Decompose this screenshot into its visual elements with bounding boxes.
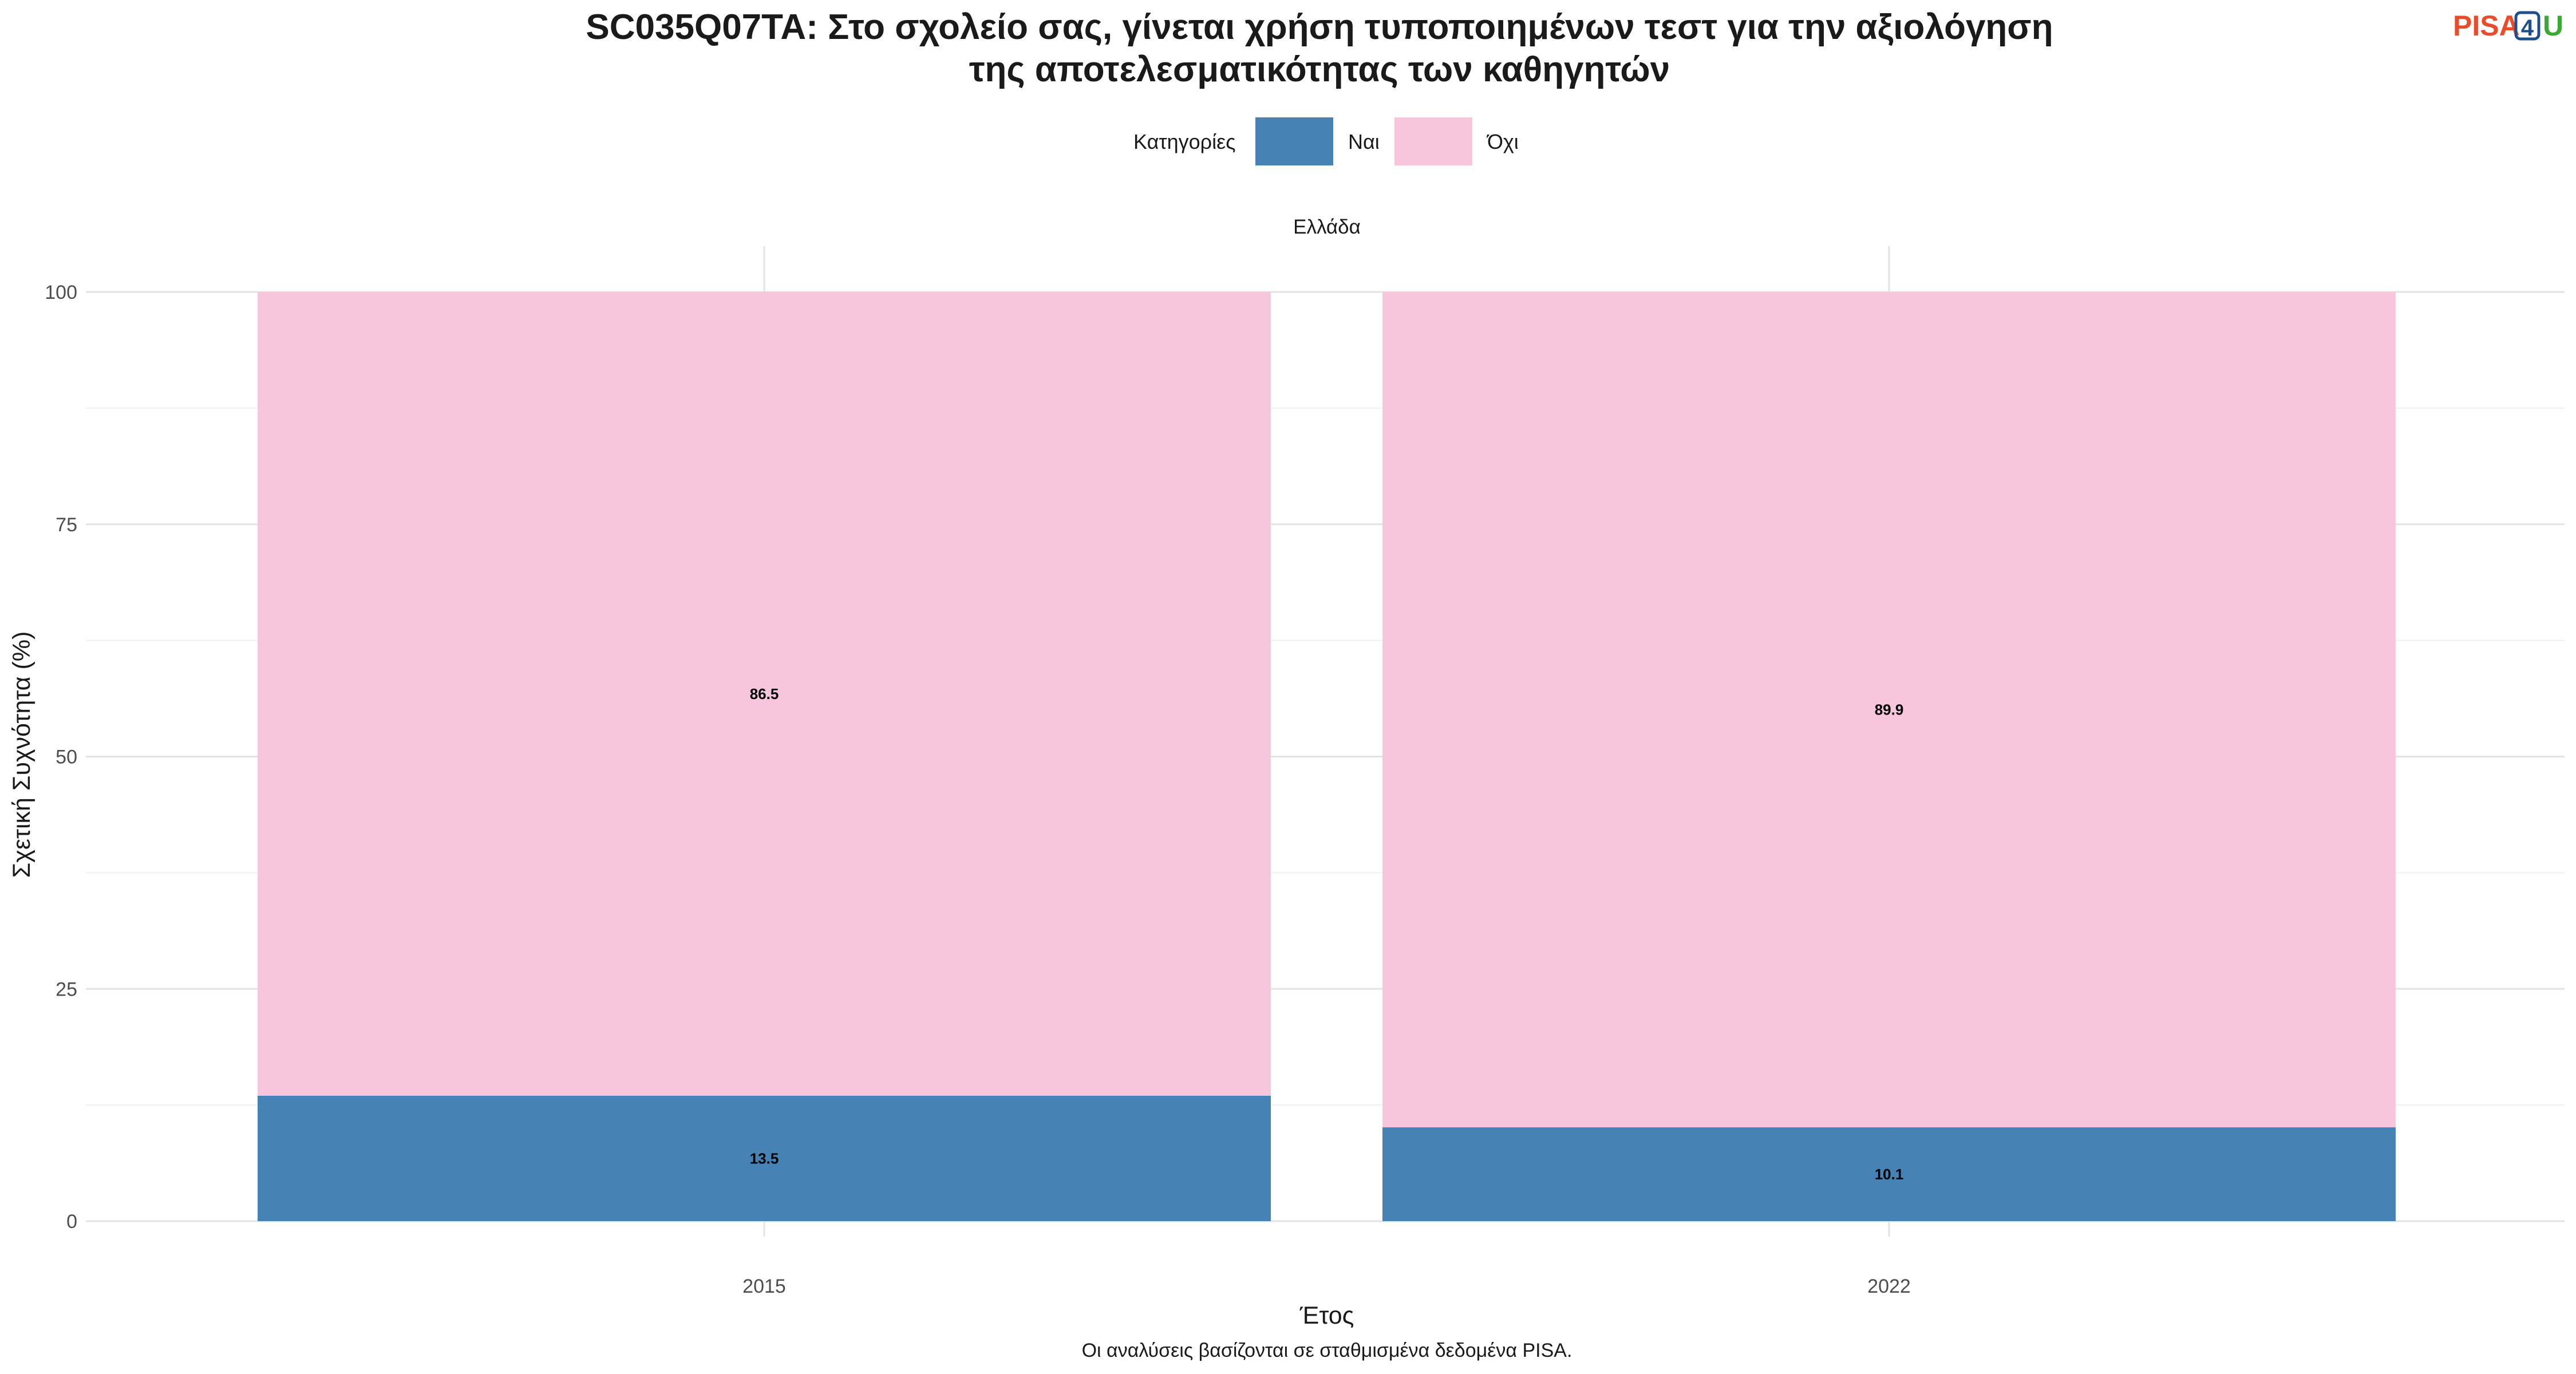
y-tick-label: 100: [45, 282, 77, 303]
data-label-2015-nai: 13.5: [750, 1150, 779, 1167]
bar-2015-nai: [258, 1095, 1271, 1221]
facet-label: Ελλάδα: [1293, 216, 1361, 238]
logo-pisa-text: PISA: [2453, 10, 2520, 42]
bar-2022-ochi: [1382, 292, 2396, 1128]
caption: Οι αναλύσεις βασίζονται σε σταθμισμένα δ…: [1082, 1340, 1573, 1361]
bars: [258, 292, 2396, 1221]
legend-swatch-ochi: [1394, 117, 1472, 165]
legend-title: Κατηγορίες: [1133, 130, 1236, 153]
y-tick-label: 25: [56, 978, 77, 1000]
data-labels: 13.5 86.5 10.1 89.9: [750, 685, 1904, 1183]
y-axis-ticks: 0 25 50 75 100: [45, 282, 77, 1233]
y-tick-label: 50: [56, 747, 77, 768]
pisa4u-logo: PISA 4 U: [2453, 10, 2563, 42]
x-axis-title: Έτος: [1299, 1302, 1354, 1329]
x-tick-label: 2015: [742, 1276, 786, 1297]
legend-label-ochi: Όχι: [1486, 130, 1519, 153]
bar-2022-nai: [1382, 1127, 2396, 1221]
logo-u-text: U: [2543, 10, 2563, 42]
data-label-2022-ochi: 89.9: [1875, 701, 1904, 718]
x-tick-label: 2022: [1867, 1276, 1911, 1297]
bar-2015-ochi: [258, 292, 1271, 1096]
y-tick-label: 75: [56, 514, 77, 536]
y-axis-title: Σχετική Συχνότητα (%): [8, 631, 35, 878]
logo-4-text: 4: [2521, 15, 2534, 41]
data-label-2022-nai: 10.1: [1875, 1166, 1904, 1183]
legend-label-nai: Ναι: [1348, 130, 1380, 153]
legend: Κατηγορίες Ναι Όχι: [1133, 117, 1519, 165]
y-tick-label: 0: [66, 1211, 77, 1233]
legend-swatch-nai: [1255, 117, 1333, 165]
chart-title-line1: SC035Q07TA: Στο σχολείο σας, γίνεται χρή…: [586, 7, 2053, 47]
data-label-2015-ochi: 86.5: [750, 685, 779, 702]
chart-title-line2: της αποτελεσματικότητας των καθηγητών: [969, 50, 1670, 89]
logo-4-box: [2514, 11, 2541, 41]
x-axis-ticks: 2015 2022: [742, 1276, 1911, 1297]
